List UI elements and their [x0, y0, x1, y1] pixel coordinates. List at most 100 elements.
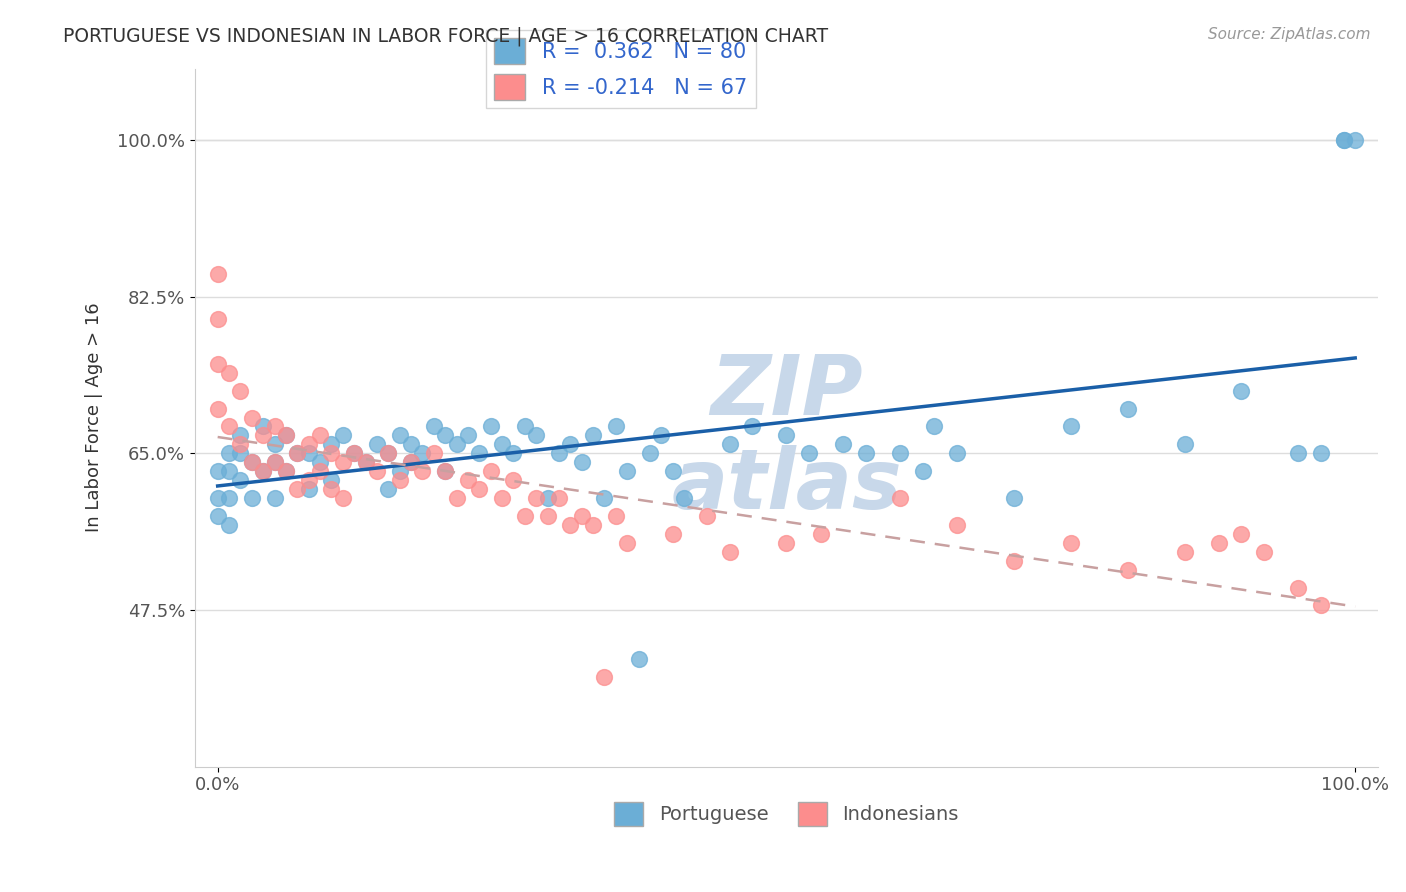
Point [911, 464, 934, 478]
Point [1310, 446, 1333, 460]
Point [263, 491, 285, 505]
Point [321, 446, 343, 460]
Point [457, 428, 479, 442]
Point [285, 446, 308, 460]
Point [274, 428, 297, 442]
Point [218, 366, 240, 380]
Point [446, 491, 468, 505]
Point [446, 437, 468, 451]
Point [855, 446, 877, 460]
Point [240, 455, 263, 469]
Point [479, 464, 502, 478]
Point [616, 464, 638, 478]
Point [924, 419, 946, 434]
Point [661, 527, 683, 541]
Point [399, 437, 422, 451]
Point [207, 508, 229, 523]
Point [582, 428, 605, 442]
Point [491, 437, 513, 451]
Point [616, 536, 638, 550]
Point [321, 437, 343, 451]
Point [1344, 133, 1367, 147]
Point [207, 357, 229, 371]
Point [298, 437, 321, 451]
Point [309, 464, 332, 478]
Point [229, 437, 252, 451]
Point [1310, 599, 1333, 613]
Point [1333, 133, 1355, 147]
Point [1002, 491, 1025, 505]
Point [1002, 554, 1025, 568]
Point [240, 491, 263, 505]
Point [240, 410, 263, 425]
Point [366, 437, 388, 451]
Point [889, 446, 911, 460]
Point [252, 428, 274, 442]
Point [468, 482, 491, 496]
Point [1286, 446, 1309, 460]
Point [502, 473, 524, 487]
Point [799, 446, 821, 460]
Point [832, 437, 855, 451]
Point [207, 464, 229, 478]
Point [332, 428, 354, 442]
Point [423, 419, 446, 434]
Legend: Portuguese, Indonesians: Portuguese, Indonesians [606, 795, 966, 834]
Point [377, 446, 399, 460]
Point [434, 464, 457, 478]
Point [411, 464, 433, 478]
Point [399, 455, 422, 469]
Point [274, 464, 297, 478]
Point [229, 428, 252, 442]
Point [457, 473, 479, 487]
Point [298, 482, 321, 496]
Point [321, 473, 343, 487]
Point [309, 455, 332, 469]
Point [218, 446, 240, 460]
Point [661, 464, 683, 478]
Point [388, 428, 411, 442]
Point [513, 419, 536, 434]
Point [638, 446, 661, 460]
Point [627, 652, 650, 666]
Point [434, 464, 457, 478]
Point [1286, 581, 1309, 595]
Point [513, 508, 536, 523]
Point [332, 455, 354, 469]
Point [263, 455, 285, 469]
Point [218, 517, 240, 532]
Point [560, 437, 582, 451]
Point [889, 491, 911, 505]
Point [321, 482, 343, 496]
Point [240, 455, 263, 469]
Point [274, 464, 297, 478]
Point [1060, 419, 1083, 434]
Point [229, 446, 252, 460]
Point [593, 491, 616, 505]
Point [298, 446, 321, 460]
Point [571, 455, 593, 469]
Point [377, 446, 399, 460]
Point [536, 508, 558, 523]
Point [285, 446, 308, 460]
Point [285, 482, 308, 496]
Text: PORTUGUESE VS INDONESIAN IN LABOR FORCE | AGE > 16 CORRELATION CHART: PORTUGUESE VS INDONESIAN IN LABOR FORCE … [63, 27, 828, 46]
Point [582, 517, 605, 532]
Point [263, 455, 285, 469]
Point [263, 419, 285, 434]
Point [388, 464, 411, 478]
Point [1253, 545, 1275, 559]
Point [354, 455, 377, 469]
Point [946, 517, 969, 532]
Point [946, 446, 969, 460]
Point [741, 419, 763, 434]
Point [775, 536, 797, 550]
Point [718, 545, 741, 559]
Point [605, 508, 627, 523]
Point [207, 312, 229, 326]
Point [548, 491, 571, 505]
Point [524, 491, 547, 505]
Point [1230, 384, 1253, 398]
Point [548, 446, 571, 460]
Point [434, 428, 457, 442]
